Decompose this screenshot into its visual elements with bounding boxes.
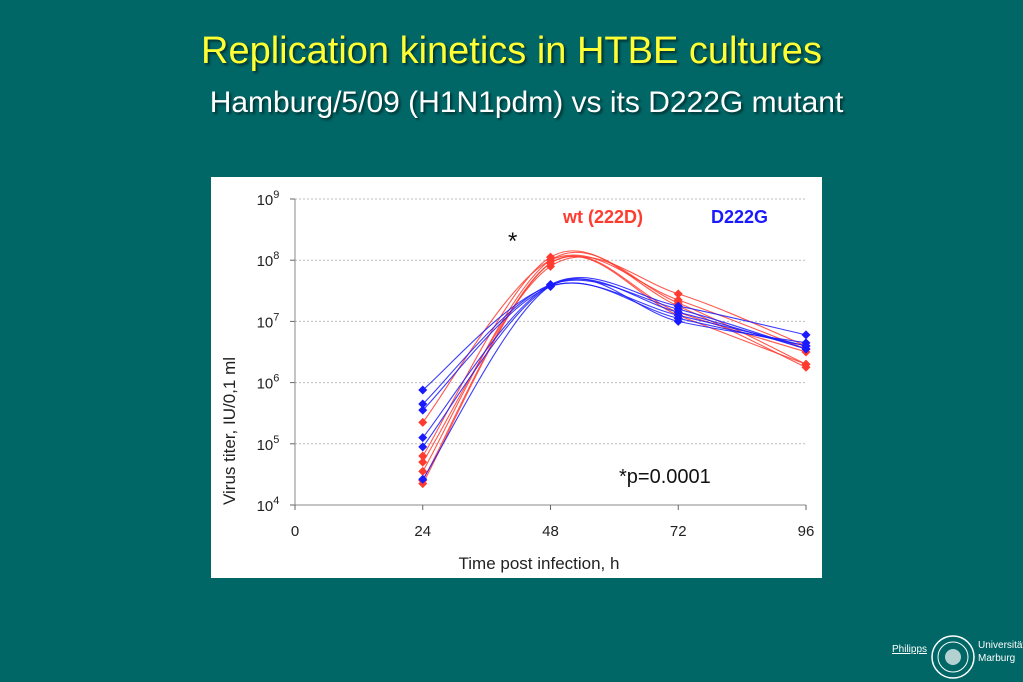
- data-point-wt: [418, 466, 428, 476]
- slide-title: Replication kinetics in HTBE cultures: [201, 30, 822, 72]
- data-point-wt: [418, 451, 428, 461]
- data-point-d222g: [801, 330, 811, 340]
- data-point-d222g: [418, 405, 428, 415]
- logo-left-text: Philipps: [892, 644, 928, 655]
- y-tick-label: 107: [257, 311, 280, 331]
- series-line-d222g: [422, 282, 807, 411]
- slide-subtitle: Hamburg/5/09 (H1N1pdm) vs its D222G muta…: [209, 86, 844, 119]
- data-point-d222g: [546, 281, 555, 291]
- data-point-wt: [546, 258, 555, 268]
- data-point-wt: [418, 417, 428, 427]
- data-point-wt: [673, 295, 683, 305]
- data-point-d222g: [673, 310, 683, 320]
- series-line-d222g: [422, 278, 807, 480]
- series-line-d222g: [422, 279, 807, 405]
- university-logo: Philipps Universität Marburg: [890, 634, 1023, 680]
- x-tick-label: 96: [798, 523, 815, 540]
- chart-panel: 104 105 106 107 108 109 0 24 48 72 96 Virus titer,…: [211, 177, 822, 578]
- series-line-d222g: [422, 282, 807, 391]
- series-line-d222g: [422, 278, 807, 448]
- x-tick-label: 24: [414, 523, 431, 540]
- x-tick-label: 72: [670, 523, 687, 540]
- series-line-d222g: [422, 277, 807, 439]
- titer-chart: 104 105 106 107 108 109 0 24 48 72 96 Virus titer,…: [220, 189, 815, 573]
- legend-wt: wt (222D): [562, 207, 643, 227]
- data-point-d222g: [418, 385, 428, 395]
- x-tick-label: 0: [291, 523, 299, 540]
- logo-right-text-1: Universität: [978, 640, 1023, 651]
- data-point-d222g: [418, 399, 428, 409]
- data-point-d222g: [418, 433, 428, 443]
- series-line-wt: [422, 250, 807, 457]
- data-point-d222g: [418, 442, 428, 452]
- y-axis-label: Virus titer, IU/0,1 ml: [220, 357, 239, 505]
- y-tick-label: 104: [257, 495, 280, 515]
- p-value-annotation: *p=0.0001: [619, 466, 711, 488]
- x-axis-label: Time post infection, h: [459, 554, 620, 573]
- y-tick-label: 106: [257, 373, 280, 393]
- data-point-d222g: [673, 304, 683, 314]
- chart-axes: 104 105 106 107 108 109 0 24 48 72 96: [257, 189, 815, 540]
- data-point-wt: [673, 289, 683, 299]
- series-line-wt: [422, 254, 807, 423]
- significance-star: *: [508, 228, 517, 255]
- data-point-d222g: [418, 474, 428, 484]
- seal-icon: [931, 635, 975, 679]
- y-tick-label: 108: [257, 250, 280, 270]
- logo-right-text-2: Marburg: [978, 653, 1016, 664]
- data-point-wt: [418, 457, 428, 467]
- legend-d222g: D222G: [711, 207, 768, 227]
- chart-grid: [295, 198, 806, 445]
- x-tick-label: 48: [542, 523, 559, 540]
- chart-points: [418, 252, 811, 489]
- data-point-d222g: [801, 341, 811, 351]
- chart-series: [422, 250, 807, 484]
- y-tick-label: 105: [257, 434, 280, 454]
- y-tick-label: 109: [257, 189, 280, 209]
- series-line-wt: [422, 256, 807, 463]
- data-point-wt: [801, 359, 811, 369]
- series-line-wt: [422, 256, 807, 481]
